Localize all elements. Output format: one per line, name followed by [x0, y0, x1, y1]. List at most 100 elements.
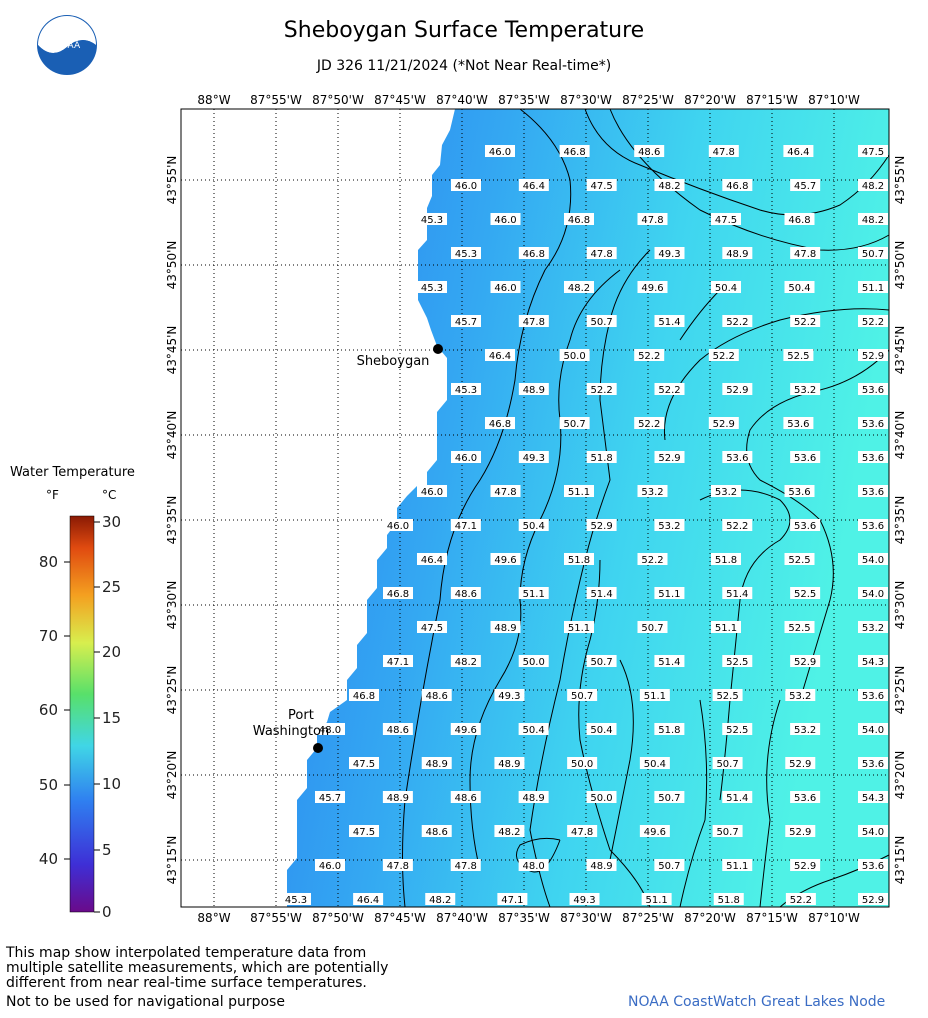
temp-value: 48.9	[426, 759, 448, 770]
temp-value: 46.0	[319, 861, 341, 872]
temp-label-bg	[784, 485, 815, 497]
lon-label-top: 87°25'W	[622, 93, 674, 107]
temp-label-bg	[790, 655, 821, 667]
temp-value: 48.6	[455, 793, 477, 804]
temp-value: 51.4	[590, 589, 612, 600]
lon-label-bottom: 87°30'W	[560, 911, 612, 925]
legend-title: Water Temperature	[10, 465, 135, 480]
lon-label-top: 87°30'W	[560, 93, 612, 107]
temp-value: 46.0	[489, 147, 511, 158]
legend-c-tick: 25	[102, 578, 121, 596]
temp-label-bg	[417, 213, 447, 225]
temp-label-bg	[485, 145, 515, 157]
lon-label-bottom: 88°W	[197, 911, 230, 925]
temp-label-bg	[654, 791, 685, 803]
temp-value: 53.6	[862, 691, 884, 702]
temp-value: 53.2	[789, 691, 811, 702]
temp-value: 49.3	[498, 691, 520, 702]
temp-value: 49.3	[523, 453, 545, 464]
temp-label-bg	[790, 383, 821, 395]
temp-value: 50.7	[658, 861, 680, 872]
temp-label-bg	[450, 587, 481, 599]
lon-label-top: 87°55'W	[250, 93, 302, 107]
sheboygan-marker	[433, 344, 443, 354]
temp-value: 48.2	[568, 283, 590, 294]
temp-value: 53.6	[862, 861, 884, 872]
temp-value: 47.8	[455, 861, 477, 872]
temp-value: 48.6	[455, 589, 477, 600]
lon-label-top: 87°10'W	[808, 93, 860, 107]
temp-label-bg	[417, 621, 447, 633]
temp-value: 46.4	[421, 555, 443, 566]
temp-value: 54.3	[862, 793, 884, 804]
temp-label-bg	[315, 859, 345, 871]
temp-label-bg	[654, 587, 685, 599]
temp-value: 46.0	[494, 215, 516, 226]
temp-label-bg	[494, 757, 525, 769]
footer-note-line: different from near real-time surface te…	[6, 975, 367, 991]
temp-label-bg	[383, 519, 413, 531]
temp-value: 53.2	[715, 487, 737, 498]
temp-label-bg	[785, 825, 816, 837]
temp-value: 51.4	[658, 317, 680, 328]
temp-value: 48.9	[590, 861, 612, 872]
temp-label-bg	[708, 145, 739, 157]
temp-value: 49.6	[455, 725, 477, 736]
temp-label-bg	[858, 213, 888, 225]
temp-label-bg	[315, 723, 345, 735]
temp-label-bg	[451, 315, 481, 327]
temp-value: 52.9	[713, 419, 735, 430]
temp-value: 52.9	[789, 759, 811, 770]
temp-value: 52.9	[789, 827, 811, 838]
lon-label-bottom: 87°55'W	[250, 911, 302, 925]
temp-label-bg	[586, 859, 617, 871]
temp-label-bg	[858, 859, 888, 871]
temp-value: 52.9	[862, 351, 884, 362]
temp-value: 51.4	[726, 589, 748, 600]
temp-label-bg	[858, 553, 888, 565]
temp-label-bg	[349, 757, 379, 769]
temp-label-bg	[637, 213, 668, 225]
temp-label-bg	[785, 757, 816, 769]
temp-value: 47.8	[387, 861, 409, 872]
temp-value: 53.6	[862, 487, 884, 498]
temp-value: 53.2	[641, 487, 663, 498]
temp-value: 50.4	[644, 759, 666, 770]
port-washington-marker	[313, 743, 323, 753]
temp-label-bg	[518, 587, 549, 599]
lon-label-top: 87°40'W	[436, 93, 488, 107]
temp-value: 52.5	[794, 589, 816, 600]
city-label-port-washington: Port Washington	[253, 708, 329, 739]
temp-value: 53.6	[794, 521, 816, 532]
temp-label-bg	[784, 281, 815, 293]
temp-label-bg	[421, 825, 452, 837]
temp-label-bg	[654, 859, 685, 871]
legend-c-tick: 5	[102, 841, 112, 859]
temp-label-bg	[451, 451, 481, 463]
temp-label-bg	[450, 859, 481, 871]
temp-label-bg	[722, 587, 753, 599]
temp-value: 45.7	[455, 317, 477, 328]
lat-label-left: 43°55'N	[165, 156, 179, 205]
temp-label-bg	[654, 315, 685, 327]
temp-value: 48.6	[426, 691, 448, 702]
temp-label-bg	[722, 451, 753, 463]
city-label-sheboygan: Sheboygan	[357, 354, 430, 369]
temp-value: 45.7	[319, 793, 341, 804]
lon-label-bottom: 87°15'W	[746, 911, 798, 925]
temp-value: 50.4	[788, 283, 810, 294]
temp-label-bg	[490, 213, 521, 225]
lon-label-top: 87°15'W	[746, 93, 798, 107]
temp-label-bg	[417, 553, 447, 565]
temp-label-bg	[639, 689, 670, 701]
temp-value: 54.0	[862, 555, 884, 566]
temp-value: 46.8	[353, 691, 375, 702]
temp-label-bg	[712, 689, 743, 701]
temp-label-bg	[858, 179, 888, 191]
temp-label-bg	[790, 859, 821, 871]
temp-label-bg	[567, 757, 598, 769]
temp-value: 48.6	[426, 827, 448, 838]
temp-value: 48.9	[498, 759, 520, 770]
temp-value: 53.6	[726, 453, 748, 464]
